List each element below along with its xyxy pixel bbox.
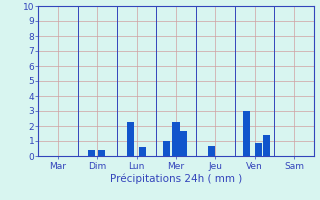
Bar: [255, 142, 262, 156]
Bar: [127, 121, 134, 156]
X-axis label: Précipitations 24h ( mm ): Précipitations 24h ( mm ): [110, 173, 242, 184]
Bar: [208, 146, 215, 156]
Bar: [172, 121, 180, 156]
Bar: [88, 150, 95, 156]
Bar: [98, 150, 105, 156]
Bar: [163, 141, 170, 156]
Bar: [243, 111, 250, 156]
Bar: [263, 135, 270, 156]
Bar: [180, 130, 188, 156]
Bar: [139, 147, 146, 156]
